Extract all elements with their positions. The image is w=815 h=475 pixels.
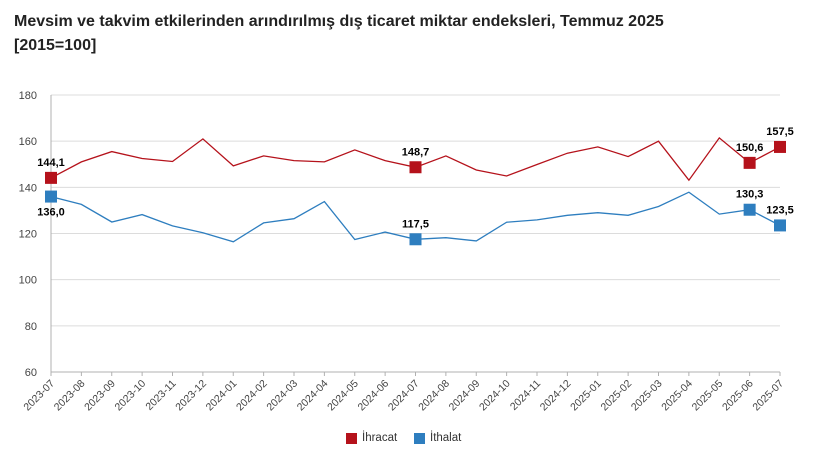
x-tick-label: 2025-07	[750, 378, 786, 414]
legend-label-ithalat: İthalat	[430, 432, 462, 444]
x-tick-label: 2024-06	[356, 378, 392, 414]
x-tick-label: 2024-11	[508, 378, 543, 413]
chart-title-line2: [2015=100]	[14, 37, 97, 54]
y-tick-label: 80	[25, 321, 37, 333]
y-tick-label: 60	[25, 367, 37, 379]
legend-item-ithalat[interactable]: İthalat	[414, 432, 461, 444]
marker-ithalat	[774, 219, 786, 232]
x-tick-label: 2024-12	[538, 378, 574, 414]
legend-item-ihracat[interactable]: İhracat	[346, 432, 397, 444]
data-label-ihracat: 150,6	[736, 142, 764, 154]
x-tick-label: 2024-10	[477, 378, 513, 414]
x-tick-label: 2024-04	[295, 378, 331, 414]
y-tick-label: 120	[19, 229, 37, 241]
legend-swatch-ithalat	[414, 432, 425, 444]
data-label-ithalat: 117,5	[402, 218, 429, 230]
legend-swatch-ihracat	[346, 432, 357, 444]
x-tick-label: 2024-09	[447, 378, 483, 414]
data-label-ihracat: 144,1	[37, 157, 65, 169]
marker-ithalat	[409, 233, 422, 246]
legend: İhracat İthalat	[0, 432, 815, 448]
x-tick-label: 2025-04	[659, 378, 695, 414]
x-tick-label: 2024-05	[325, 378, 361, 414]
series-line-ihracat	[50, 136, 781, 182]
marker-ihracat	[409, 161, 422, 174]
x-tick-label: 2023-07	[21, 378, 57, 414]
x-tick-label: 2024-02	[234, 378, 270, 414]
data-label-ithalat: 123,5	[766, 204, 794, 216]
x-tick-label: 2025-06	[720, 378, 756, 414]
legend-label-ihracat: İhracat	[362, 432, 398, 444]
x-tick-label: 2023-12	[173, 378, 209, 414]
marker-ihracat	[774, 140, 786, 153]
y-tick-label: 160	[19, 136, 37, 148]
x-tick-label: 2025-03	[629, 378, 665, 414]
x-tick-label: 2023-11	[143, 378, 178, 413]
data-label-ihracat: 148,7	[402, 146, 430, 158]
x-tick-label: 2024-07	[386, 378, 422, 414]
marker-ithalat	[743, 203, 756, 216]
data-label-ithalat: 136,0	[37, 207, 65, 219]
x-tick-label: 2023-09	[82, 378, 118, 414]
data-label-ithalat: 130,3	[736, 189, 764, 201]
y-tick-label: 100	[19, 275, 37, 287]
x-tick-label: 2025-05	[690, 378, 726, 414]
x-tick-label: 2025-01	[568, 378, 604, 414]
y-tick-label: 180	[19, 90, 37, 102]
x-tick-label: 2024-01	[204, 378, 240, 414]
data-label-ihracat: 157,5	[766, 126, 794, 138]
marker-ihracat	[743, 156, 756, 169]
chart-title: Mevsim ve takvim etkilerinden arındırılm…	[14, 10, 794, 58]
y-tick-label: 140	[19, 182, 37, 194]
x-tick-label: 2024-03	[264, 378, 300, 414]
chart-title-line1: Mevsim ve takvim etkilerinden arındırılm…	[14, 13, 664, 30]
marker-ihracat	[45, 171, 57, 184]
x-tick-label: 2025-02	[599, 378, 635, 414]
x-tick-label: 2024-08	[416, 378, 452, 414]
x-tick-label: 2023-10	[113, 378, 149, 414]
marker-ithalat	[45, 190, 57, 203]
x-tick-label: 2023-08	[52, 378, 88, 414]
